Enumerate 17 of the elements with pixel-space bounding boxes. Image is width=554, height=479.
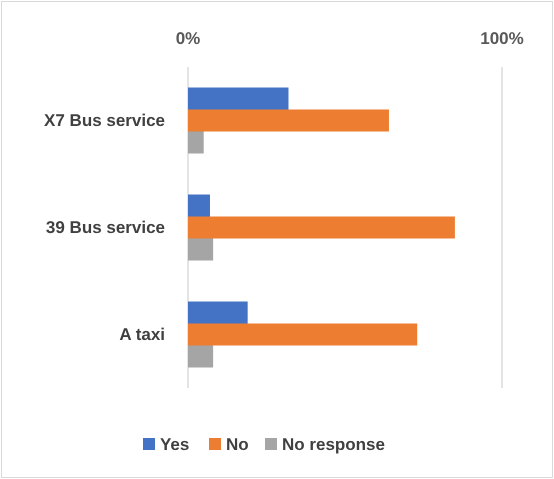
y-tick-label: A taxi [119,324,165,344]
y-tick-label: X7 Bus service [44,110,165,130]
bar [188,302,248,324]
legend-label: No [226,435,249,454]
x-tick-label: 0% [176,29,200,48]
bar [188,132,204,154]
bar [188,194,210,216]
bar [188,346,214,368]
x-tick-label: 100% [480,29,524,48]
legend-label: No response [282,435,385,454]
legend-label: Yes [160,435,190,454]
bar [188,238,214,260]
y-tick-label: 39 Bus service [46,218,165,237]
bar [188,324,418,346]
bar [188,88,288,110]
bar [188,216,455,238]
bar [188,110,389,132]
